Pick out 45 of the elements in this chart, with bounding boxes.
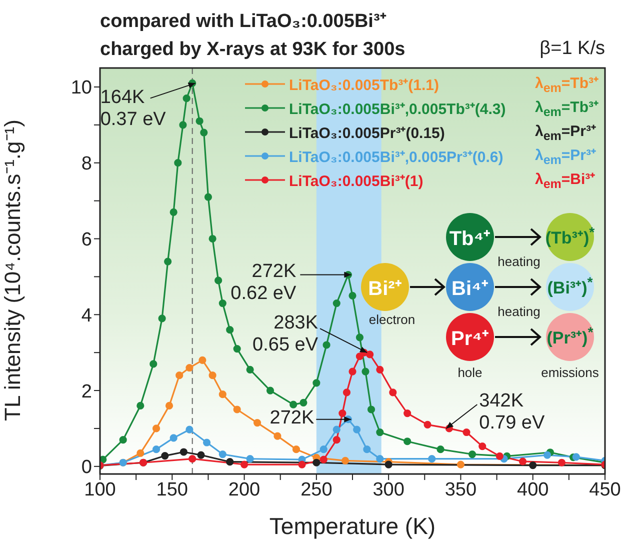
legend-label: LiTaO₃:0.005Pr³⁺(0.15) [289, 124, 445, 142]
y-tick-label: 8 [81, 154, 92, 175]
chart-title: compared with LiTaO₃:0.005Bi³⁺ [100, 10, 388, 34]
annotation: 272K [270, 407, 314, 428]
x-tick-label: 400 [517, 479, 549, 500]
annotation: hole [458, 365, 482, 380]
x-tick-label: 150 [156, 479, 188, 500]
annotation: 283K 0.65 eV [252, 312, 318, 356]
x-axis-title: Temperature (K) [269, 513, 436, 539]
annotation: λ$_{em}$=Pr³⁺ [535, 122, 596, 144]
x-tick-label: 200 [228, 479, 260, 500]
y-tick-label: 2 [81, 381, 92, 402]
legend-label: LiTaO₃:0.005Bi³⁺(1) [289, 172, 424, 190]
annotation: Pr⁴⁺ [450, 326, 489, 350]
y-tick-label: 10 [70, 78, 92, 99]
annotation: 272K 0.62 eV [230, 260, 296, 304]
legend-label: LiTaO₃:0.005Bi³⁺,0.005Pr³⁺(0.6) [289, 148, 504, 166]
legend-label: LiTaO₃:0.005Tb³⁺(1.1) [289, 76, 440, 94]
y-tick-label: 6 [81, 229, 92, 250]
annotation: λ$_{em}$=Bi³⁺ [535, 170, 596, 192]
annotation: heating [498, 304, 540, 319]
text: β=1 K/s [540, 38, 605, 60]
annotation: Bi⁴⁺ [452, 276, 488, 300]
annotation: 342K 0.79 eV [479, 390, 545, 434]
y-tick-label: 0 [81, 457, 92, 478]
annotation: (Bi³⁺)$^{*}$ [547, 275, 593, 299]
annotation: Tb⁴⁺ [449, 226, 491, 250]
y-axis-title: TL intensity (10⁴.counts.s⁻¹.g⁻¹) [0, 120, 25, 421]
legend-label: LiTaO₃:0.005Bi³⁺,0.005Tb³⁺(4.3) [289, 100, 506, 118]
x-tick-label: 100 [84, 479, 116, 500]
annotation: Bi²⁺ [368, 276, 402, 300]
annotation: 164K 0.37 eV [100, 87, 166, 130]
annotation: electron [368, 312, 416, 327]
y-tick-label: 4 [81, 305, 92, 326]
annotation: heating [498, 254, 540, 269]
chart-subtitle: charged by X-rays at 93K for 300s [100, 38, 406, 62]
x-tick-label: 250 [300, 479, 332, 500]
x-tick-label: 350 [444, 479, 477, 500]
annotation: λ$_{em}$=Tb³⁺ [535, 98, 599, 120]
annotation: emissions [541, 365, 599, 380]
x-tick-label: 450 [589, 479, 621, 500]
annotation: (Pr³⁺)$^{*}$ [546, 325, 594, 349]
annotation: λ$_{em}$=Pr³⁺ [535, 146, 596, 168]
annotation: λ$_{em}$=Tb³⁺ [535, 74, 599, 96]
x-tick-label: 300 [372, 479, 404, 500]
